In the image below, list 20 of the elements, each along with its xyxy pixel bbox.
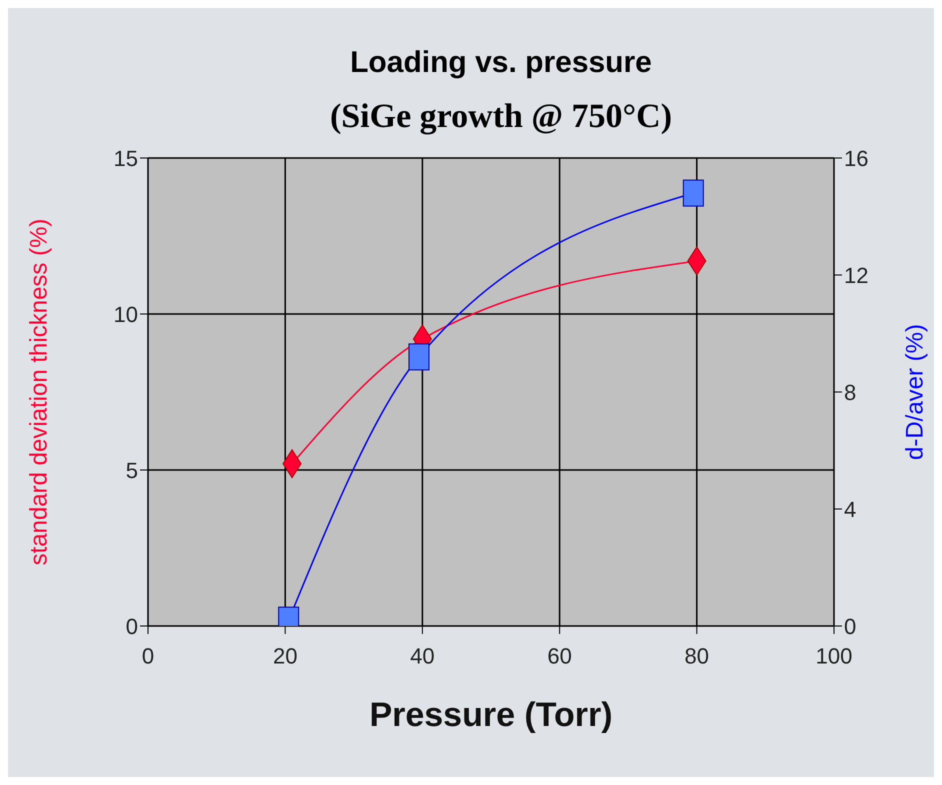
x-tick-label: 40	[410, 644, 435, 669]
chart-subtitle: (SiGe growth @ 750°C)	[328, 97, 674, 136]
y2-tick-label: 12	[844, 262, 868, 288]
x-tick-label: 60	[547, 644, 572, 669]
x-axis-title: Pressure (Torr)	[369, 696, 613, 734]
y2-tick-label: 16	[844, 146, 868, 171]
y-tick-label: 10	[114, 302, 138, 327]
y2-axis-title: d-D/aver (%)	[902, 324, 929, 460]
y-tick-label: 15	[114, 146, 138, 171]
y-tick-label: 5	[126, 458, 138, 483]
y2-tick-label: 0	[844, 614, 856, 639]
x-tick-label: 100	[816, 644, 852, 669]
y-axis-title: standard deviation thickness (%)	[26, 218, 53, 566]
y2-tick-label: 8	[844, 380, 856, 405]
x-tick-label: 20	[272, 644, 298, 669]
x-tick-label: 0	[142, 644, 154, 669]
y-tick-label: 0	[126, 614, 138, 639]
y2-tick-label: 4	[844, 496, 856, 522]
x-tick-label: 80	[684, 644, 710, 669]
chart-title: Loading vs. pressure	[349, 45, 653, 80]
